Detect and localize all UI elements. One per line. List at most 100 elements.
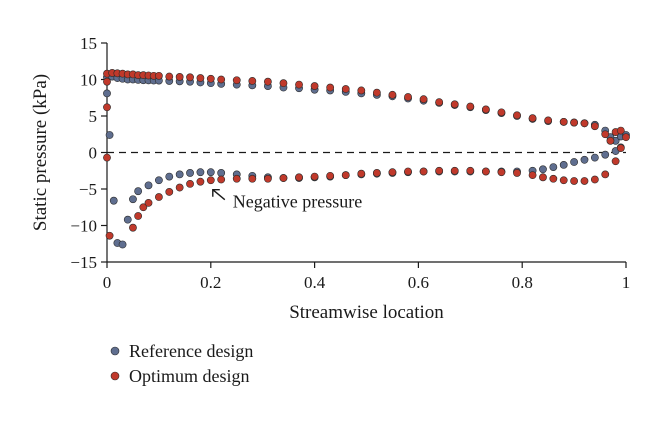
data-point: [129, 223, 137, 232]
data-point: [139, 203, 148, 212]
data-point: [206, 74, 215, 83]
data-point: [590, 153, 599, 162]
data-point: [570, 158, 578, 166]
data-point: [154, 71, 163, 80]
data-point: [103, 103, 111, 112]
data-point: [129, 195, 137, 204]
data-point: [580, 155, 589, 164]
data-point: [590, 175, 599, 184]
data-point: [580, 177, 589, 185]
data-point: [279, 174, 288, 182]
data-point: [109, 196, 118, 205]
data-point: [559, 117, 568, 126]
data-point: [404, 93, 412, 101]
data-point: [165, 172, 174, 181]
data-point: [186, 73, 194, 82]
data-point: [372, 88, 381, 97]
data-point: [570, 118, 578, 127]
data-point: [570, 177, 578, 185]
data-point: [590, 122, 599, 131]
data-point: [513, 111, 521, 120]
data-point: [103, 89, 111, 98]
data-point: [388, 90, 397, 99]
data-point: [341, 171, 350, 180]
data-point: [372, 169, 381, 177]
x-tick-label: 0: [103, 273, 112, 292]
data-point: [248, 77, 257, 85]
data-point: [196, 74, 205, 82]
x-axis-label: Streamwise location: [289, 302, 444, 323]
data-point: [419, 95, 428, 104]
legend-label: Optimum design: [129, 366, 250, 386]
data-point: [175, 170, 184, 179]
data-point: [134, 187, 143, 196]
data-point: [419, 167, 428, 176]
data-point: [601, 170, 610, 179]
data-point: [549, 163, 558, 171]
data-point: [357, 169, 366, 178]
data-point: [435, 98, 444, 107]
data-point: [326, 83, 335, 92]
data-point: [435, 166, 444, 175]
data-point: [123, 215, 132, 224]
data-point: [232, 76, 241, 85]
data-point: [154, 176, 163, 185]
data-point: [580, 119, 589, 128]
data-point: [559, 161, 568, 169]
data-point: [606, 136, 615, 145]
data-point: [357, 86, 366, 95]
data-point: [248, 174, 257, 183]
data-point: [497, 168, 506, 177]
data-point: [295, 173, 303, 182]
y-tick-label: 0: [89, 144, 98, 163]
data-point: [154, 193, 163, 201]
x-tick-label: 0.2: [200, 273, 221, 292]
data-point: [544, 116, 553, 125]
data-point: [144, 181, 153, 190]
data-point: [206, 168, 215, 177]
data-point: [466, 102, 475, 111]
x-tick-label: 0.4: [304, 273, 326, 292]
annotation: Negative pressure: [212, 188, 362, 212]
data-point: [310, 82, 319, 90]
data-point: [134, 212, 143, 220]
annotation-label: Negative pressure: [233, 192, 362, 212]
x-tick-label: 0.6: [408, 273, 429, 292]
y-tick-label: 5: [89, 107, 98, 126]
data-point: [616, 144, 625, 153]
data-point: [450, 100, 459, 109]
data-point: [196, 168, 205, 177]
data-point: [217, 75, 226, 84]
legend: Reference design Optimum design: [110, 341, 253, 386]
data-point: [196, 177, 205, 186]
data-point: [528, 171, 537, 180]
annotation-arrow-head: [212, 188, 220, 197]
data-point: [103, 153, 111, 162]
legend-marker: [110, 371, 120, 381]
data-point: [186, 169, 194, 177]
x-tick-label: 1: [622, 273, 631, 292]
axes: −15 −10 −5 0 5 10 15 0 0.2 0.4 0.6 0.8 1: [70, 34, 630, 292]
data-point: [103, 77, 111, 86]
data-point: [206, 176, 215, 185]
data-point: [144, 198, 153, 207]
series-reference: [103, 72, 630, 249]
data-point: [513, 169, 521, 177]
data-point: [263, 174, 272, 183]
data-point: [341, 85, 350, 93]
legend-marker: [110, 346, 120, 356]
data-point: [559, 176, 568, 185]
data-point: [528, 114, 537, 123]
data-point: [481, 105, 490, 114]
legend-label: Reference design: [129, 341, 253, 361]
data-point: [175, 183, 184, 192]
data-point: [611, 157, 620, 166]
data-point: [263, 77, 272, 86]
data-point: [326, 171, 335, 180]
data-point: [539, 165, 547, 174]
y-tick-label: −15: [70, 253, 97, 272]
data-point: [175, 73, 184, 81]
x-tick-label: 0.8: [512, 273, 533, 292]
